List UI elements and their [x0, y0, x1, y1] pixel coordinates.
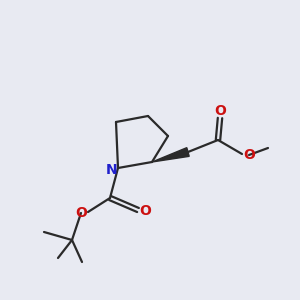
Text: O: O: [243, 148, 255, 162]
Text: O: O: [214, 104, 226, 118]
Polygon shape: [152, 148, 189, 162]
Text: O: O: [139, 204, 151, 218]
Text: O: O: [75, 206, 87, 220]
Text: N: N: [106, 163, 118, 177]
